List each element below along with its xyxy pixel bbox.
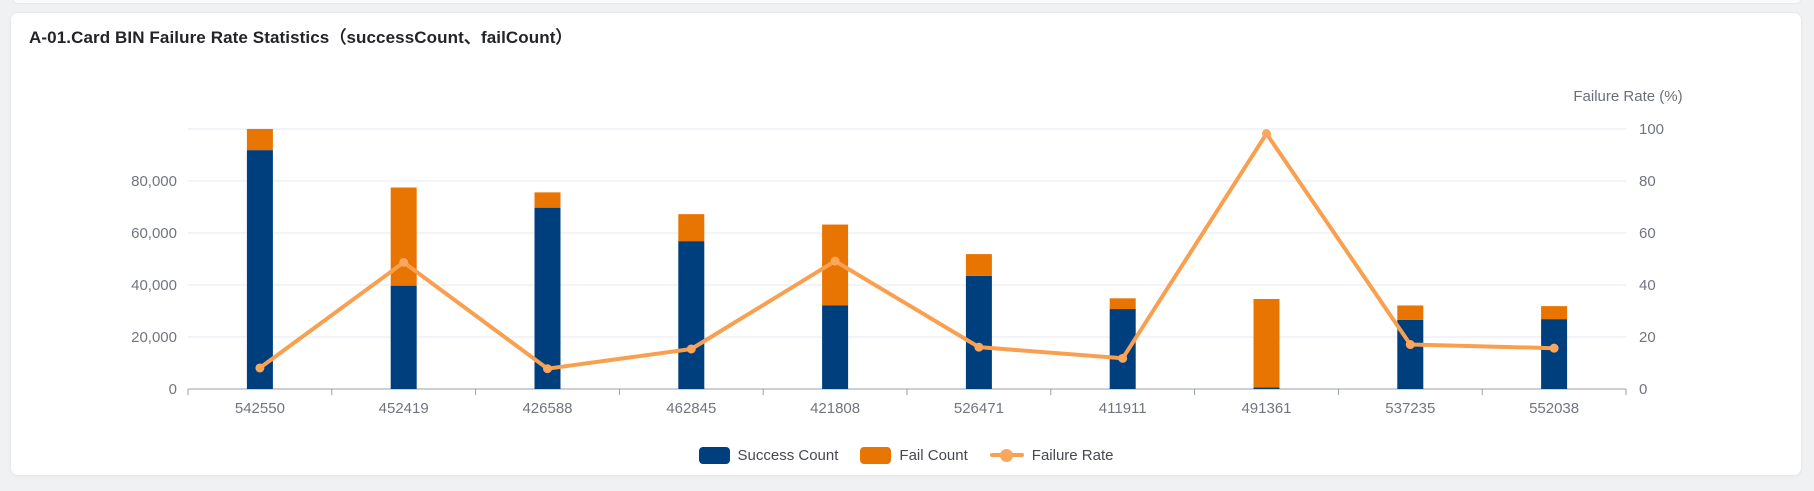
failure-rate-point-542550[interactable]	[255, 363, 265, 373]
right-axis-name: Failure Rate (%)	[1573, 88, 1682, 105]
failure-rate-line[interactable]	[257, 131, 1557, 371]
bar-success-542550[interactable]	[246, 150, 273, 389]
x-axis-category-label: 491361	[1241, 400, 1291, 417]
right-axis-tick-label: 60	[1639, 225, 1656, 242]
bar-fail-491361[interactable]	[1253, 298, 1280, 388]
bar-success-421808[interactable]	[822, 305, 849, 389]
legend-label: Failure Rate	[1031, 447, 1114, 464]
x-axis-category-label: 552038	[1529, 400, 1579, 417]
chart-title: A-01.Card BIN Failure Rate Statistics（su…	[29, 28, 573, 47]
chart-legend: Success Count Fail Count Failure Rate	[11, 447, 1801, 464]
bar-success-552038[interactable]	[1541, 319, 1568, 389]
bar-success-526471[interactable]	[965, 275, 992, 389]
bar-success-462845[interactable]	[678, 241, 705, 389]
legend-item-fail-count[interactable]: Fail Count	[860, 447, 968, 464]
bar-fail-537235[interactable]	[1397, 305, 1424, 320]
x-axis-category-label: 462845	[666, 400, 716, 417]
x-axis-category-label: 421808	[810, 400, 860, 417]
legend-label: Success Count	[737, 447, 839, 464]
failure-rate-point-426588[interactable]	[543, 364, 552, 374]
left-axis-tick-label: 40,000	[131, 277, 177, 294]
bar-success-452419[interactable]	[390, 285, 417, 389]
bar-success-411911[interactable]	[1109, 309, 1136, 389]
failure-rate-point-452419[interactable]	[399, 257, 409, 267]
right-axis-tick-label: 40	[1639, 277, 1656, 294]
legend-label: Fail Count	[899, 447, 968, 464]
left-axis-tick-label: 0	[169, 381, 177, 398]
left-axis-tick-label: 60,000	[131, 225, 177, 242]
failure-rate-line-swatch-icon	[989, 447, 1024, 464]
x-axis-category-label: 526471	[954, 400, 1004, 417]
x-axis-category-label: 411911	[1099, 400, 1147, 417]
legend-item-failure-rate[interactable]: Failure Rate	[989, 447, 1114, 464]
legend-item-success-count[interactable]: Success Count	[698, 447, 839, 464]
bar-fail-552038[interactable]	[1541, 306, 1568, 320]
x-axis-category-label: 452419	[379, 400, 429, 417]
bar-fail-526471[interactable]	[965, 254, 992, 276]
bar-fail-411911[interactable]	[1109, 298, 1136, 310]
bar-fail-542550[interactable]	[246, 129, 273, 151]
right-axis-tick-label: 0	[1639, 381, 1647, 398]
bar-success-426588[interactable]	[534, 207, 561, 389]
success-count-swatch-icon	[698, 447, 730, 464]
right-axis-tick-label: 80	[1639, 173, 1656, 190]
failure-rate-point-552038[interactable]	[1549, 343, 1559, 353]
fail-count-swatch-icon	[860, 447, 892, 464]
x-axis-category-label: 426588	[522, 400, 572, 417]
failure-rate-point-421808[interactable]	[830, 256, 840, 266]
failure-rate-point-462845[interactable]	[686, 344, 696, 354]
left-axis-tick-label: 20,000	[131, 329, 177, 346]
chart-card: A-01.Card BIN Failure Rate Statistics（su…	[10, 12, 1802, 476]
bar-fail-426588[interactable]	[534, 192, 561, 208]
bar-fail-462845[interactable]	[678, 214, 705, 242]
x-axis-category-label: 537235	[1385, 400, 1435, 417]
x-axis-category-label: 542550	[235, 400, 285, 417]
failure-rate-point-411911[interactable]	[1118, 353, 1128, 363]
left-axis-tick-label: 80,000	[131, 173, 177, 190]
failure-rate-point-526471[interactable]	[974, 342, 984, 352]
bar-success-491361[interactable]	[1253, 387, 1280, 389]
failure-rate-point-537235[interactable]	[1405, 340, 1415, 350]
previous-card-bottom-edge	[13, 0, 1801, 4]
combo-chart: 0 20,000 40,000 60,000 80,000 0 20 40 60 80 100 Fai…	[131, 88, 1682, 417]
right-axis-tick-label: 100	[1639, 121, 1664, 138]
failure-rate-point-491361[interactable]	[1262, 129, 1271, 139]
right-axis-tick-label: 20	[1639, 329, 1656, 346]
